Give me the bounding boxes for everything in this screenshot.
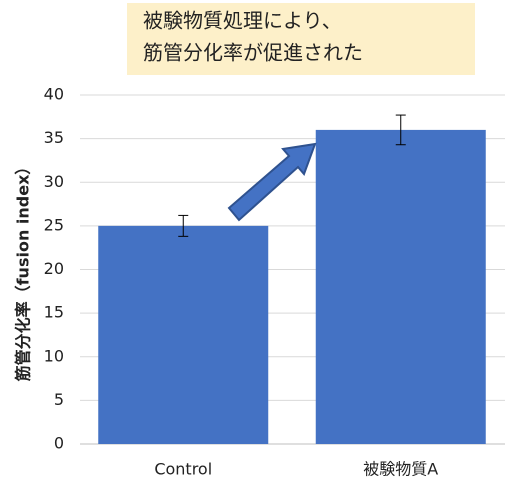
y-tick-label: 25 [44,215,64,234]
y-tick-label: 10 [44,346,64,365]
y-axis-label: 筋管分化率（fusion index） [14,159,33,383]
x-tick-label: 被験物質A [363,460,438,479]
y-tick-label: 5 [54,390,64,409]
error-bar [395,114,406,146]
x-tick-label: Control [154,460,212,479]
annotation-line: 筋管分化率が促進された [143,41,363,65]
y-tick-label: 30 [44,172,64,191]
y-tick-label: 20 [44,259,64,278]
annotation-box [127,3,475,75]
annotation-line: 被験物質処理により、 [143,9,342,33]
error-bar [178,214,189,237]
y-tick-label: 0 [54,434,64,453]
y-tick-label: 40 [44,85,64,104]
arrow [227,142,317,222]
bar [98,225,269,444]
y-tick-label: 35 [44,128,64,147]
plot-area: 0 5 10 15 20 25 30 35 40 Control 被験物質A [44,85,505,479]
y-tick-label: 15 [44,303,64,322]
bar [315,129,486,444]
